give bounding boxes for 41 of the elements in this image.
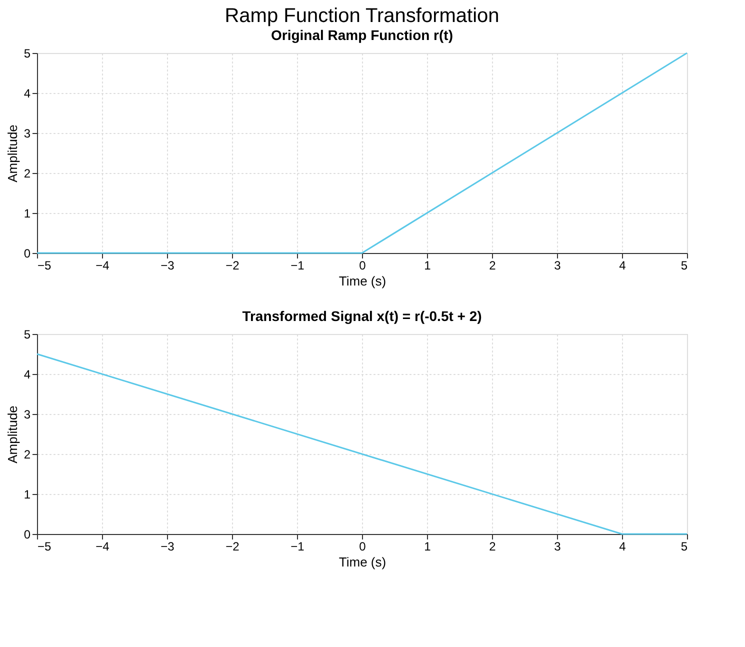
x-tick-label: −2 bbox=[226, 258, 240, 272]
y-tick-label: 3 bbox=[24, 408, 31, 422]
y-tick-label: 2 bbox=[24, 448, 31, 462]
y-axis-title: Amplitude bbox=[4, 406, 20, 464]
x-tick-label: 2 bbox=[489, 258, 496, 272]
x-tick-label: −1 bbox=[290, 258, 305, 272]
x-tick-label: 1 bbox=[424, 540, 432, 554]
y-tick-label: 4 bbox=[24, 368, 31, 382]
x-tick-label: −2 bbox=[226, 540, 240, 554]
y-tick-label: 1 bbox=[24, 206, 31, 220]
chart-title: Ramp Function Transformation bbox=[224, 5, 500, 27]
x-tick-label: 1 bbox=[424, 258, 432, 272]
y-tick-label: 2 bbox=[24, 166, 31, 180]
x-tick-label: 4 bbox=[619, 540, 626, 554]
y-axis-title: Amplitude bbox=[4, 124, 20, 182]
chart-subtitle: Original Ramp Function r(t) bbox=[271, 27, 453, 43]
x-tick-label: −4 bbox=[96, 258, 110, 272]
x-tick-label: −3 bbox=[160, 258, 175, 272]
x-axis-title: Time (s) bbox=[338, 274, 386, 288]
y-tick-label: 1 bbox=[24, 488, 31, 502]
x-tick-label: 5 bbox=[680, 540, 688, 554]
chart-title: Transformed Signal x(t) = r(-0.5t + 2) bbox=[242, 308, 482, 324]
y-tick-label: 4 bbox=[24, 86, 31, 100]
y-tick-label: 3 bbox=[24, 126, 31, 140]
x-tick-label: 0 bbox=[359, 258, 366, 272]
x-tick-label: 3 bbox=[554, 540, 562, 554]
x-axis-title: Time (s) bbox=[338, 554, 386, 570]
x-tick-label: 2 bbox=[489, 540, 496, 554]
y-tick-label: 5 bbox=[24, 46, 31, 60]
x-tick-label: −1 bbox=[290, 540, 305, 554]
x-tick-label: 0 bbox=[359, 540, 366, 554]
x-tick-label: −3 bbox=[160, 540, 175, 554]
x-tick-label: −5 bbox=[38, 540, 52, 554]
x-tick-label: 3 bbox=[554, 258, 562, 272]
y-tick-label: 0 bbox=[24, 528, 31, 542]
y-tick-label: 0 bbox=[24, 246, 31, 260]
x-tick-label: −5 bbox=[38, 258, 52, 272]
x-tick-label: 4 bbox=[619, 258, 626, 272]
x-tick-label: 5 bbox=[680, 258, 688, 272]
x-tick-label: −4 bbox=[96, 540, 110, 554]
y-tick-label: 5 bbox=[24, 328, 31, 342]
